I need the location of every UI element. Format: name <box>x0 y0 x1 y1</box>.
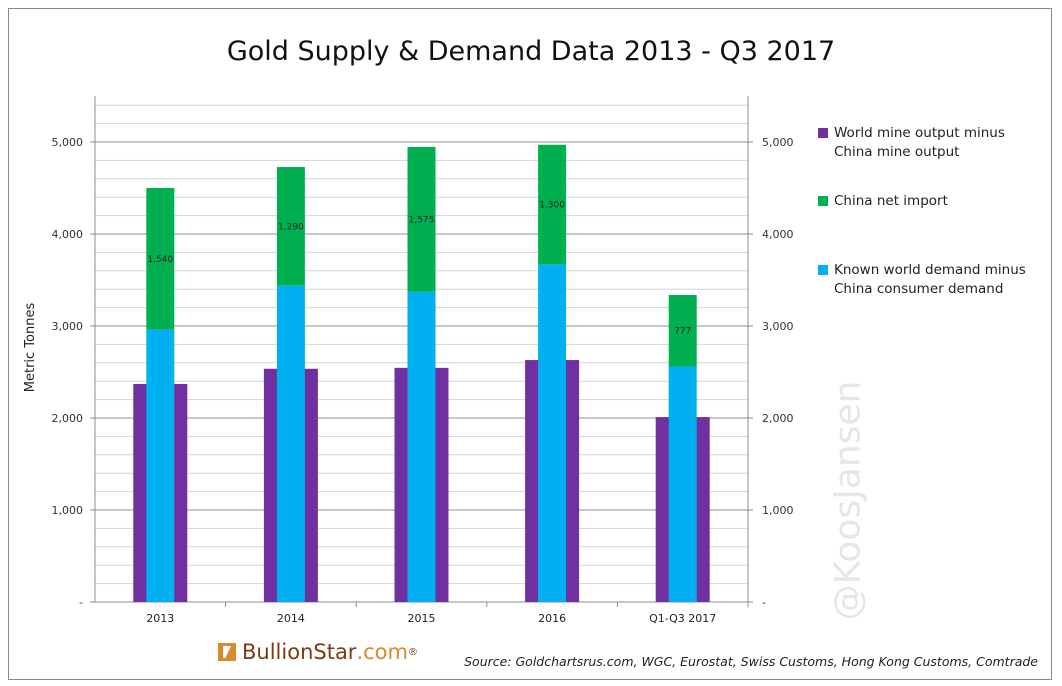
x-tick-label: Q1-Q3 2017 <box>649 612 716 625</box>
chart-title: Gold Supply & Demand Data 2013 - Q3 2017 <box>226 36 836 67</box>
data-label-net-import: 777 <box>674 327 691 337</box>
bar-net-import <box>668 294 697 367</box>
x-tick-label: 2014 <box>277 612 305 625</box>
y-tick-label-right: 3,000 <box>762 320 794 333</box>
y-tick-label-right: 5,000 <box>762 136 794 149</box>
bar-known-demand <box>668 366 697 602</box>
legend-item-known-demand: Known world demand minus China consumer … <box>818 261 1054 299</box>
y-tick-label-right: 4,000 <box>762 228 794 241</box>
chart-frame <box>8 8 1052 680</box>
bar-known-demand <box>146 329 175 602</box>
bar-known-demand <box>538 264 567 602</box>
bar-net-import <box>407 146 436 292</box>
bar-net-import <box>276 167 305 286</box>
bullionstar-logo-icon <box>218 643 236 661</box>
bar-known-demand <box>276 285 305 602</box>
legend-swatch <box>818 196 828 206</box>
logo-name: BullionStar <box>242 640 357 664</box>
legend-label: Known world demand minus <box>834 262 1026 278</box>
bar-known-demand <box>407 291 436 602</box>
legend-swatch <box>818 128 828 138</box>
x-tick-label: 2016 <box>538 612 566 625</box>
legend-item-mine-output: World mine output minus China mine outpu… <box>818 124 1054 162</box>
bullionstar-logo: BullionStar .com ® <box>218 640 418 664</box>
x-tick-label: 2015 <box>408 612 436 625</box>
logo-tld: .com <box>356 640 408 664</box>
data-label-net-import: 1,290 <box>278 222 304 232</box>
y-tick-label-left: 1,000 <box>52 504 84 517</box>
legend-item-net-import: China net import <box>818 192 1054 211</box>
legend-label: China consumer demand <box>834 281 1004 297</box>
data-label-net-import: 1,300 <box>539 201 565 211</box>
y-tick-label-right: - <box>762 596 766 609</box>
data-label-net-import: 1,575 <box>409 215 435 225</box>
y-tick-label-left: 5,000 <box>52 136 84 149</box>
y-tick-label-right: 1,000 <box>762 504 794 517</box>
bar-net-import <box>538 144 567 265</box>
legend-label: China net import <box>834 193 948 209</box>
y-tick-label-right: 2,000 <box>762 412 794 425</box>
y-tick-label-left: 3,000 <box>52 320 84 333</box>
bar-net-import <box>146 188 175 330</box>
legend-label: China mine output <box>834 144 960 160</box>
legend: World mine output minus China mine outpu… <box>818 124 1054 299</box>
legend-label: World mine output minus <box>834 125 1005 141</box>
y-tick-label-left: 4,000 <box>52 228 84 241</box>
y-tick-label-left: - <box>79 596 83 609</box>
source-note: Source: Goldchartsrus.com, WGC, Eurostat… <box>464 654 1038 669</box>
logo-reg: ® <box>407 646 418 658</box>
x-tick-label: 2013 <box>146 612 174 625</box>
data-label-net-import: 1,540 <box>147 255 173 265</box>
y-tick-label-left: 2,000 <box>52 412 84 425</box>
legend-swatch <box>818 265 828 275</box>
